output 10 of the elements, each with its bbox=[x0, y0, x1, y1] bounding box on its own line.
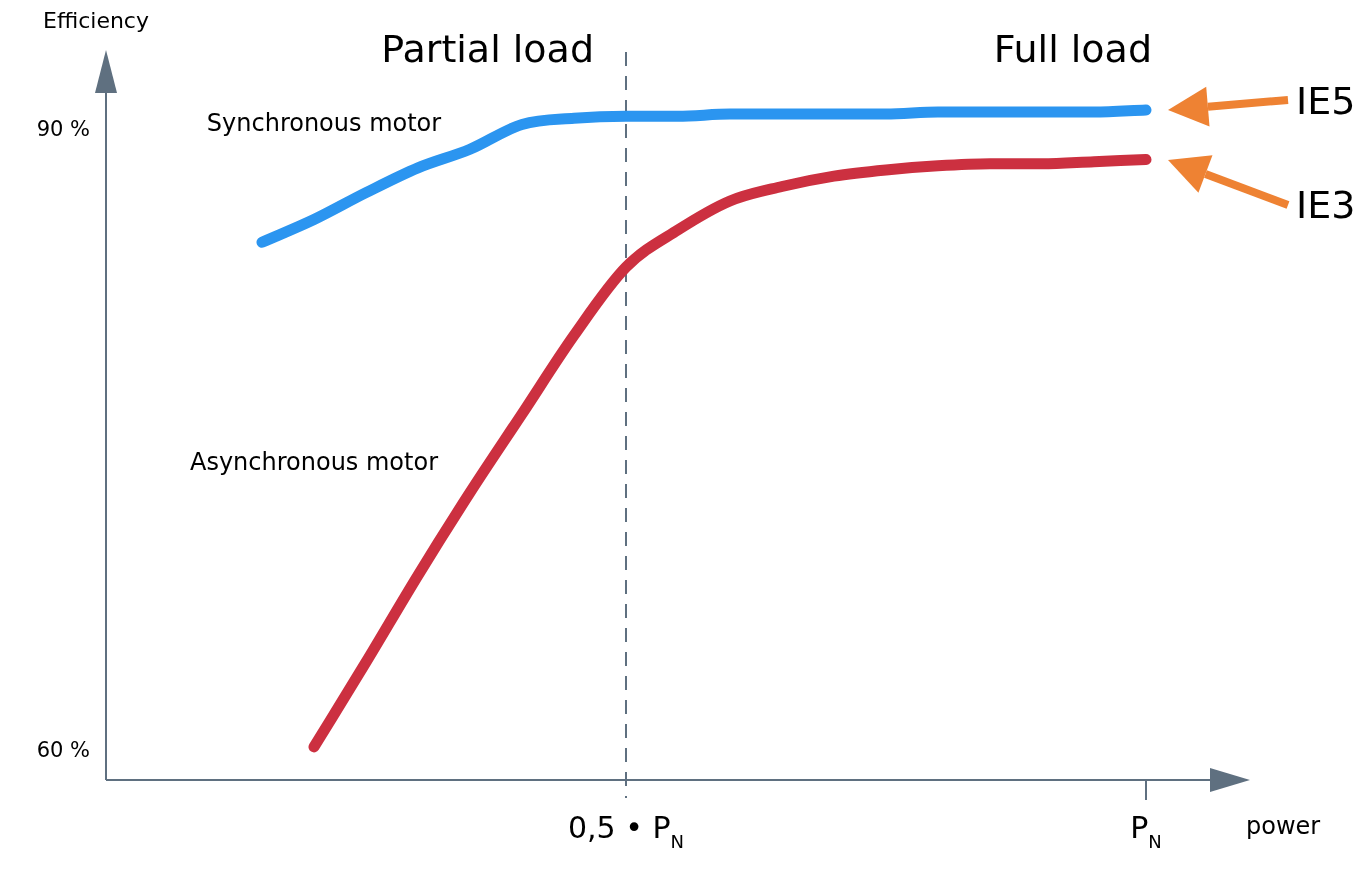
y-tick-label: 90 % bbox=[36, 117, 91, 142]
x-axis-title: power bbox=[1246, 812, 1321, 841]
text: IE5 bbox=[1296, 78, 1356, 123]
series-label: Synchronous motor bbox=[206, 108, 442, 137]
y-axis-title: Efficiency bbox=[43, 7, 149, 33]
series-label: Asynchronous motor bbox=[189, 448, 439, 477]
annotation: Full load bbox=[993, 26, 1153, 71]
annotation: Partial load bbox=[381, 26, 595, 71]
text: IE3 bbox=[1296, 183, 1356, 228]
y-tick-label: 60 % bbox=[36, 737, 91, 762]
